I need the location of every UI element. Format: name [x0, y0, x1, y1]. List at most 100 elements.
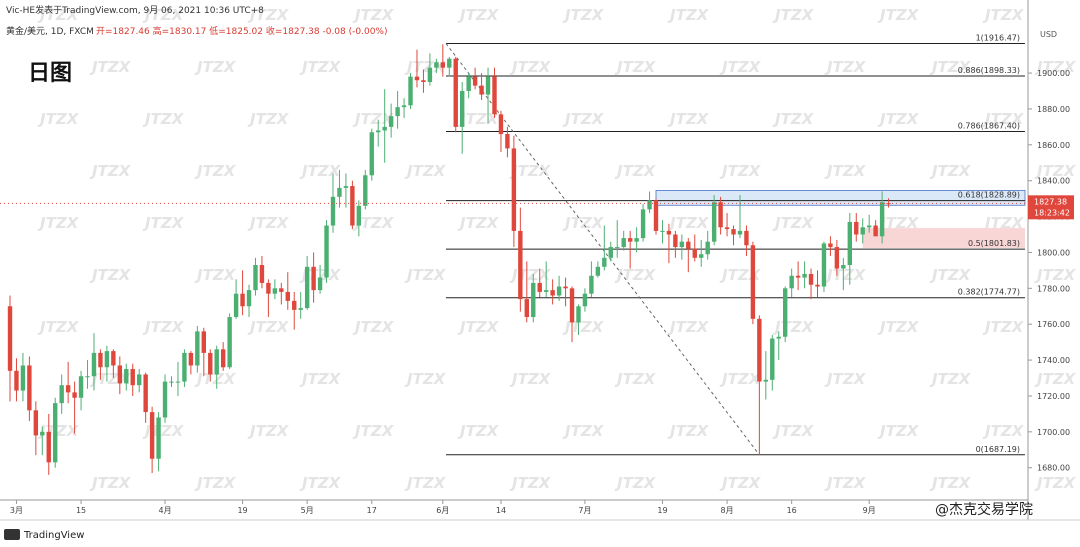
x-tick-label: 19: [237, 506, 247, 515]
watermark: JTZX: [247, 318, 290, 336]
watermark: JTZX: [614, 370, 657, 388]
fib-label: 0.5(1801.83): [968, 239, 1020, 248]
watermark: JTZX: [719, 266, 762, 284]
candle-body: [576, 306, 581, 323]
candle-body: [330, 196, 336, 226]
candle-body: [789, 275, 794, 289]
candle-body: [460, 90, 465, 127]
price-tag-value: 1827.38: [1034, 197, 1067, 206]
watermark: JTZX: [824, 370, 867, 388]
candle-body: [337, 187, 342, 197]
candle-body: [653, 200, 659, 231]
candle-body: [731, 229, 736, 235]
candle-body: [466, 76, 471, 91]
candle-body: [634, 238, 639, 242]
watermark: JTZX: [89, 266, 132, 284]
candle-body: [776, 336, 781, 339]
candle-body: [472, 76, 478, 86]
candle-body: [124, 369, 129, 384]
watermark: JTZX: [824, 162, 867, 180]
candle-body: [188, 352, 194, 366]
candle-body: [550, 290, 555, 296]
watermark: JTZX: [877, 422, 920, 440]
candle-body: [182, 352, 187, 382]
candle-body: [143, 374, 148, 413]
watermark: JTZX: [247, 214, 290, 232]
candle-body: [14, 370, 19, 391]
x-tick-label: 4月: [158, 506, 171, 515]
candle-body: [627, 238, 633, 242]
watermark: JTZX: [352, 214, 395, 232]
candle-body: [569, 288, 575, 323]
watermark: JTZX: [982, 110, 1025, 128]
candle-body: [492, 76, 497, 115]
y-tick-label: 1680.00: [1037, 464, 1070, 473]
watermark: JTZX: [719, 474, 762, 492]
candle-body: [699, 254, 704, 258]
candle-body: [311, 266, 316, 291]
watermark: JTZX: [299, 162, 342, 180]
candle-body: [795, 275, 801, 278]
candle-body: [220, 349, 226, 368]
symbol: 黄金/美元, 1D, FXCM: [6, 25, 94, 37]
candle-body: [208, 352, 213, 375]
candle-body: [821, 243, 827, 287]
candle-body: [615, 247, 620, 249]
watermark: JTZX: [299, 370, 342, 388]
watermark: JTZX: [1034, 266, 1077, 284]
watermark: JTZX: [614, 162, 657, 180]
watermark: JTZX: [877, 6, 920, 24]
y-tick-label: 1800.00: [1037, 248, 1070, 257]
candle-body: [828, 243, 833, 248]
watermark: JTZX: [982, 214, 1025, 232]
watermark: JTZX: [719, 162, 762, 180]
candle-body: [156, 417, 161, 459]
watermark: JTZX: [772, 318, 815, 336]
ohlc-header: 开=1827.46 高=1830.17 低=1825.02 收=1827.38 …: [96, 25, 388, 37]
zone: [862, 228, 1025, 248]
candle-body: [718, 202, 723, 228]
candle-body: [602, 257, 607, 267]
candle-body: [401, 105, 407, 108]
candle-body: [395, 107, 400, 117]
candle-body: [246, 290, 252, 307]
watermark: JTZX: [824, 58, 867, 76]
candle-body: [266, 282, 271, 294]
watermark: JTZX: [89, 58, 132, 76]
candle-body: [253, 265, 258, 291]
candle-body: [440, 62, 446, 68]
candle-body: [98, 352, 103, 368]
y-tick-label: 1900.00: [1037, 69, 1070, 78]
candle-body: [427, 67, 433, 83]
candle-body: [847, 221, 852, 265]
candle-body: [879, 202, 885, 237]
x-tick-label: 19: [657, 506, 667, 515]
y-tick-label: 1760.00: [1037, 320, 1070, 329]
watermark: JTZX: [404, 474, 447, 492]
watermark: JTZX: [772, 110, 815, 128]
candle-body: [414, 76, 420, 81]
candle-body: [737, 230, 743, 235]
source-line: Vic-HE发表于TradingView.com, 9月 06, 2021 10…: [6, 4, 264, 16]
watermark: JTZX: [404, 266, 447, 284]
watermark: JTZX: [247, 422, 290, 440]
candle-body: [195, 331, 200, 366]
candle-body: [485, 76, 491, 95]
watermark: JTZX: [194, 58, 237, 76]
candle-body: [453, 58, 458, 127]
candle-body: [7, 306, 13, 371]
watermark: JTZX: [37, 422, 80, 440]
plot: 1680.00 1700.00 1720.00 1740.00 1760.00 1780.…: [0, 34, 1070, 515]
candle-body: [40, 431, 45, 436]
candle-body: [214, 349, 219, 375]
candle-body: [518, 230, 523, 300]
candle-body: [27, 365, 32, 411]
x-tick-label: 14: [496, 506, 506, 515]
candle-body: [350, 186, 355, 226]
candle-body: [873, 225, 878, 237]
watermark: JTZX: [37, 318, 80, 336]
candle-body: [647, 200, 652, 210]
price-tag: [1028, 195, 1074, 220]
candle-body: [65, 385, 71, 393]
candle-body: [783, 288, 788, 337]
